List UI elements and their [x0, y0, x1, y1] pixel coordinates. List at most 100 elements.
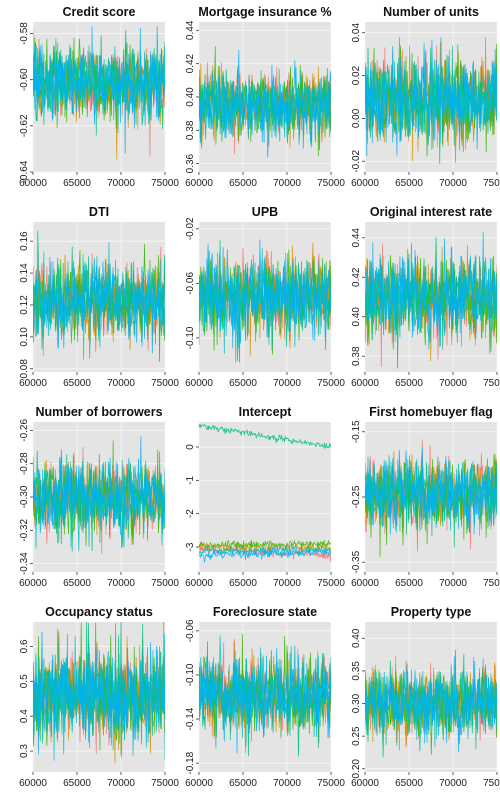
x-tick-label: 60000: [185, 378, 213, 389]
y-tick-label: 0.44: [351, 228, 362, 248]
y-tick-label: -0.58: [19, 22, 30, 45]
traces: [199, 239, 331, 363]
traces: [199, 633, 331, 757]
y-tick-label: -0.06: [185, 619, 196, 642]
y-tick-label: 0.00: [351, 108, 362, 128]
x-tick-label: 60000: [185, 578, 213, 589]
y-tick-label: -0.28: [19, 452, 30, 475]
y-tick-label: -2: [185, 509, 196, 518]
x-tick-label: 65000: [63, 778, 91, 789]
x-tick-label: 70000: [273, 178, 301, 189]
traces: [33, 26, 165, 160]
panel-title: Credit score: [63, 5, 136, 19]
x-tick-label: 75000: [317, 778, 345, 789]
y-tick-label: 0.42: [185, 53, 196, 73]
panel-title: Number of units: [383, 5, 479, 19]
x-tick-label: 75000: [317, 178, 345, 189]
x-tick-label: 60000: [19, 578, 47, 589]
x-tick-label: 60000: [185, 778, 213, 789]
y-tick-label: -0.32: [19, 519, 30, 542]
y-tick-label: 0.35: [351, 661, 362, 681]
panel-first-homebuyer-flag: First homebuyer flag 60000 65000 70000 75000…: [351, 405, 500, 589]
y-tick-label: 0.36: [185, 153, 196, 173]
trace-line-chain-6: [33, 257, 165, 354]
trace-line-chain-6: [199, 647, 331, 754]
y-tick-label: -0.25: [351, 485, 362, 508]
y-tick-label: -0.34: [19, 552, 30, 575]
y-tick-label: -0.30: [19, 485, 30, 508]
trace-line-chain-6: [199, 49, 331, 158]
panel-original-interest-rate: Original interest rate 60000 65000 70000 750…: [351, 205, 500, 389]
trace-line-chain-5: [199, 67, 331, 149]
y-tick-label: 0.14: [19, 263, 30, 283]
traces: [33, 436, 165, 554]
y-tick-label: 0.08: [19, 359, 30, 379]
y-tick-label: 0.16: [19, 231, 30, 251]
x-tick-label: 70000: [439, 378, 467, 389]
trace-line-chain-6: [33, 623, 165, 755]
x-tick-label: 75000: [483, 178, 500, 189]
trace-line-chain-6: [199, 547, 331, 563]
y-tick-label: 0.3: [19, 744, 30, 758]
y-tick-label: -0.18: [185, 751, 196, 774]
y-tick-label: -0.02: [185, 217, 196, 240]
y-tick-label: 0.4: [19, 709, 30, 723]
trace-line-chain-6: [33, 436, 165, 547]
trace-line-chain-6: [365, 37, 497, 157]
x-tick-label: 75000: [151, 178, 179, 189]
y-tick-label: 0.20: [351, 759, 362, 779]
panel-dti: DTI 60000 65000 70000 75000 0.08 0.10 0.12 0.14 0…: [19, 205, 179, 389]
y-tick-label: -0.06: [185, 272, 196, 295]
panel-credit-score: Credit score 60000 65000 70000 75000 -0.64 -0.…: [19, 5, 179, 189]
y-tick-label: 0.40: [351, 628, 362, 648]
panel-title: Number of borrowers: [35, 405, 162, 419]
x-tick-label: 70000: [439, 578, 467, 589]
traces: [33, 230, 165, 362]
y-tick-label: 0.38: [185, 120, 196, 140]
traces: [365, 37, 497, 164]
x-tick-label: 70000: [439, 778, 467, 789]
x-tick-label: 60000: [351, 378, 379, 389]
x-tick-label: 70000: [107, 778, 135, 789]
x-tick-label: 75000: [317, 378, 345, 389]
x-tick-label: 60000: [351, 578, 379, 589]
x-tick-label: 70000: [439, 178, 467, 189]
trace-line-chain-6: [365, 232, 497, 354]
y-tick-label: 0.10: [19, 327, 30, 347]
y-tick-label: 0: [185, 444, 196, 450]
trace-line-chain-6: [199, 239, 331, 362]
x-tick-label: 65000: [63, 178, 91, 189]
traces: [199, 423, 331, 563]
y-tick-label: 0.40: [185, 87, 196, 107]
x-tick-label: 75000: [151, 378, 179, 389]
trace-line-chain-4: [199, 423, 331, 449]
y-tick-label: 0.5: [19, 674, 30, 688]
x-tick-label: 60000: [19, 378, 47, 389]
x-tick-label: 70000: [273, 378, 301, 389]
traces: [365, 649, 497, 758]
panel-number-of-borrowers: Number of borrowers 60000 65000 70000 75000 -…: [19, 405, 179, 589]
panel-title: Occupancy status: [45, 605, 153, 619]
x-tick-label: 60000: [351, 778, 379, 789]
x-tick-label: 60000: [185, 178, 213, 189]
trace-line-chain-5: [33, 633, 165, 761]
x-tick-label: 75000: [483, 378, 500, 389]
y-tick-label: -0.02: [351, 149, 362, 172]
panel-occupancy-status: Occupancy status 60000 65000 70000 75000 0.3 0…: [19, 605, 179, 789]
x-tick-label: 70000: [107, 378, 135, 389]
x-tick-label: 65000: [229, 778, 257, 789]
panel-title: Foreclosure state: [213, 605, 317, 619]
x-tick-label: 75000: [317, 578, 345, 589]
y-tick-label: -0.10: [185, 663, 196, 686]
x-tick-label: 65000: [229, 578, 257, 589]
y-tick-label: -0.14: [185, 707, 196, 730]
traces: [365, 232, 497, 369]
trace-line-chain-3: [199, 539, 331, 552]
y-tick-label: 0.12: [19, 295, 30, 315]
y-tick-label: -0.10: [185, 326, 196, 349]
panel-mortgage-insurance-pct: Mortgage insurance % 60000 65000 70000 75000…: [185, 5, 345, 189]
panel-title: Mortgage insurance %: [198, 5, 331, 19]
x-tick-label: 75000: [483, 578, 500, 589]
panel-property-type: Property type 60000 65000 70000 75000 0.20 0.2…: [351, 605, 500, 789]
